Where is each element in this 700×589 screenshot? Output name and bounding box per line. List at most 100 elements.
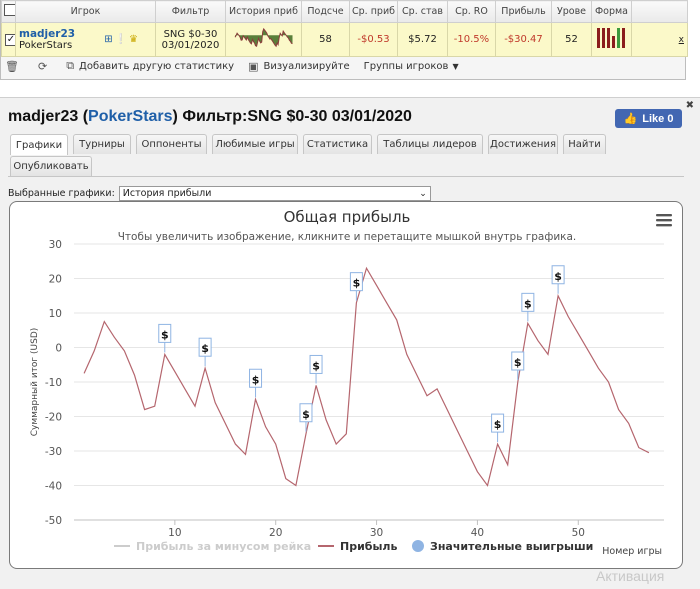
y-tick-label: -50 [45, 515, 62, 527]
big-win-flag[interactable]: $ [511, 351, 525, 380]
big-win-flag[interactable]: $ [249, 368, 263, 398]
big-win-flag[interactable]: $ [521, 292, 535, 322]
row-checkbox[interactable]: ✓ [5, 33, 16, 46]
header-avg-profit[interactable]: Ср. приб [349, 0, 398, 23]
tab-statistics[interactable]: Статистика [303, 134, 372, 154]
flag-box [551, 265, 565, 285]
form-bar [597, 28, 600, 48]
x-tick-label: 30 [370, 527, 383, 539]
legend-item-big-wins[interactable]: Значительные выигрыши [412, 540, 593, 553]
tab-find[interactable]: Найти [563, 134, 606, 154]
tab-publish[interactable]: Опубликовать [10, 156, 92, 176]
delete-button[interactable]: 🗑 [5, 60, 24, 73]
player-detail-panel: ✖ madjer23 (PokerStars) Фильтр:SNG $0-30… [0, 97, 700, 589]
profit-chart[interactable]: Общая прибыль Чтобы увеличить изображение… [10, 202, 684, 570]
profit-history-cell[interactable] [225, 22, 302, 57]
title-player: madjer23 [8, 108, 79, 125]
remove-row-button[interactable]: x [678, 35, 684, 45]
row-select-cell[interactable]: ✓ [1, 22, 16, 57]
remove-cell[interactable]: x [631, 22, 688, 57]
legend-item-net-rake[interactable]: Прибыль за минусом рейка [114, 540, 311, 553]
visualize-label: Визуализируйте [263, 60, 350, 72]
flag-box [511, 351, 525, 371]
tab-label: Графики [15, 139, 63, 151]
filter-cell: SNG $0-30 03/01/2020 [155, 22, 226, 57]
image-icon: ▣ [248, 59, 259, 73]
header-avg-stake[interactable]: Ср. став [397, 0, 448, 23]
chart-select-dropdown[interactable]: История прибыли ⌄ [118, 186, 431, 201]
y-tick-label: 30 [49, 239, 62, 251]
header-profit[interactable]: Прибыль [495, 0, 552, 23]
player-name-link[interactable]: madjer23 [19, 28, 76, 40]
big-win-flag[interactable]: $ [349, 272, 363, 301]
tab-charts[interactable]: Графики [10, 134, 68, 155]
flag-label: $ [514, 356, 522, 369]
player-stats-table: Игрок Фильтр История приб Подсче Ср. при… [1, 0, 688, 57]
chart-title: Общая прибыль [284, 208, 411, 226]
pin-icon[interactable]: ❕ [114, 34, 128, 45]
x-tick-label: 10 [168, 527, 181, 539]
close-icon[interactable]: ✖ [685, 100, 694, 111]
grid-toolbar: 🗑 ⟳ ⧉ Добавить другую статистику ▣ Визуали… [5, 58, 473, 74]
tab-leaderboards[interactable]: Таблицы лидеров [377, 134, 483, 154]
header-level[interactable]: Урове [551, 0, 592, 23]
header-profit-history[interactable]: История приб [225, 0, 302, 23]
y-tick-label: 20 [49, 274, 62, 286]
flag-label: $ [302, 408, 310, 421]
tab-label: Опубликовать [13, 161, 89, 172]
tab-favorite-games[interactable]: Любимые игры [212, 134, 298, 154]
filter-line2: 03/01/2020 [161, 39, 220, 51]
refresh-button[interactable]: ⟳ [38, 60, 52, 73]
details-icon[interactable]: ⊞ [104, 34, 113, 45]
player-site: PokerStars [19, 40, 73, 51]
avg-roi-cell: -10.5% [447, 22, 496, 57]
avg-stake-cell: $5.72 [397, 22, 448, 57]
x-tick-label: 40 [471, 527, 484, 539]
chevron-down-icon: ⌄ [419, 188, 427, 199]
tab-achievements[interactable]: Достижения [488, 134, 558, 154]
header-filter[interactable]: Фильтр [155, 0, 226, 23]
tab-tournaments[interactable]: Турниры [73, 134, 131, 154]
filter-line1: SNG $0-30 [163, 28, 218, 40]
chart-menu-icon[interactable] [656, 214, 672, 227]
big-win-flag[interactable]: $ [551, 265, 565, 294]
flag-label: $ [524, 297, 532, 310]
select-all-checkbox[interactable] [4, 4, 15, 16]
legend-label: Прибыль [340, 540, 397, 553]
header-select[interactable] [1, 0, 16, 23]
avg-profit-cell: -$0.53 [349, 22, 398, 57]
visualize-button[interactable]: ▣ Визуализируйте [248, 60, 350, 73]
tab-opponents[interactable]: Оппоненты [136, 134, 207, 154]
tab-label: Таблицы лидеров [383, 139, 477, 150]
flag-box [349, 272, 363, 292]
award-icon[interactable]: ♛ [129, 34, 138, 45]
add-stats-button[interactable]: ⧉ Добавить другую статистику [66, 59, 234, 73]
header-player[interactable]: Игрок [15, 0, 156, 23]
form-bar [607, 28, 610, 48]
x-axis-label: Номер игры [602, 546, 662, 557]
header-count[interactable]: Подсче [301, 0, 350, 23]
big-win-flag[interactable]: $ [299, 403, 313, 432]
player-groups-dropdown[interactable]: Группы игроков ▼ [364, 61, 459, 72]
tab-label: Найти [568, 139, 601, 150]
header-avg-roi[interactable]: Ср. RO [447, 0, 496, 23]
chart-container[interactable]: Общая прибыль Чтобы увеличить изображение… [9, 201, 683, 569]
thumbs-up-icon: 👍 [623, 113, 638, 125]
legend-item-profit[interactable]: Прибыль [318, 540, 397, 553]
big-win-flag[interactable]: $ [158, 323, 172, 353]
y-tick-label: 0 [55, 343, 62, 355]
table-row[interactable]: ✓ madjer23 PokerStars ⊞ ❕ ♛ SNG $0-30 03… [1, 22, 688, 57]
player-cell[interactable]: madjer23 PokerStars ⊞ ❕ ♛ [15, 22, 156, 57]
big-win-flag[interactable]: $ [309, 354, 323, 384]
player-grid-panel: Игрок Фильтр История приб Подсче Ср. при… [0, 0, 688, 80]
header-form[interactable]: Форма [591, 0, 632, 23]
title-filter: Фильтр:SNG $0-30 03/01/2020 [182, 108, 412, 125]
form-bar [617, 28, 620, 48]
profit-cell: -$30.47 [495, 22, 552, 57]
title-site-link[interactable]: PokerStars [88, 108, 173, 125]
big-win-flag[interactable]: $ [198, 337, 212, 367]
x-tick-label: 50 [572, 527, 585, 539]
chart-select-value: История прибыли [122, 188, 212, 199]
big-win-flag[interactable]: $ [491, 413, 505, 443]
facebook-like-button[interactable]: 👍 Like 0 [615, 109, 682, 128]
